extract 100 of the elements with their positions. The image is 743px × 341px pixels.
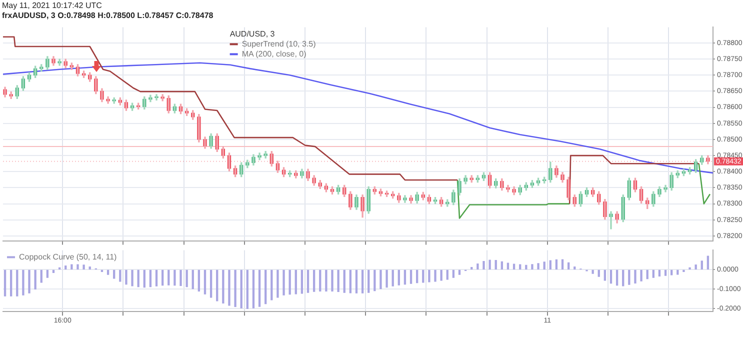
bar: [488, 260, 491, 270]
bar: [440, 270, 442, 281]
bar: [386, 270, 388, 288]
bar: [404, 270, 406, 285]
bar: [494, 260, 497, 270]
bar: [374, 270, 376, 292]
bar: [392, 270, 394, 286]
bar: [567, 262, 570, 270]
bar: [537, 263, 540, 270]
bar: [46, 270, 49, 278]
bar: [143, 270, 146, 288]
bar: [525, 264, 528, 270]
bar: [706, 256, 710, 270]
legend-label: SuperTrend (10, 3.5): [242, 39, 316, 48]
bar: [198, 270, 200, 292]
bar: [506, 262, 510, 270]
bar: [40, 270, 42, 283]
bar: [640, 270, 642, 282]
bar: [4, 270, 6, 296]
bar: [240, 270, 242, 308]
bar: [180, 270, 182, 286]
bar: [694, 264, 697, 270]
bar: [555, 259, 558, 270]
bar: [343, 270, 346, 293]
text: May 11, 2021 10:17:42 UTC: [2, 1, 102, 11]
bar: [610, 270, 612, 284]
bar: [113, 270, 116, 279]
bar: [131, 270, 134, 286]
bar: [216, 270, 218, 302]
legend-label: MA (200, close, 0): [242, 49, 307, 58]
bar: [325, 270, 328, 292]
bar: [125, 270, 128, 285]
bar: [270, 270, 273, 300]
bar: [276, 270, 279, 298]
bar: [106, 270, 110, 275]
bar: [319, 270, 322, 292]
bar: [500, 261, 503, 270]
bar: [76, 264, 79, 270]
bar: [543, 262, 546, 270]
bar: [82, 264, 85, 270]
chart-title: AUD/USD, 3: [230, 29, 276, 38]
bar: [434, 270, 436, 282]
bar: [664, 270, 667, 276]
bar: [264, 270, 267, 304]
bar: [428, 270, 430, 282]
bar: [174, 270, 176, 286]
bar: [531, 264, 534, 270]
bar: [410, 270, 412, 284]
bar: [34, 270, 36, 290]
bar: [416, 270, 418, 284]
bar: [312, 270, 316, 292]
bar: [592, 270, 594, 274]
bar: [458, 270, 461, 275]
bar: [300, 270, 304, 294]
bar: [476, 264, 479, 270]
bar: [119, 270, 122, 282]
bar: [70, 264, 73, 270]
bar: [616, 270, 618, 286]
bar: [598, 270, 600, 277]
chart-subtitle: frxAUDUSD, 3 O:0.78498 H:0.78500 L:0.78457 C:0.78478: [2, 11, 214, 21]
bar: [337, 270, 340, 292]
bar: [670, 270, 673, 276]
bar: [512, 264, 516, 270]
bar: [446, 270, 448, 280]
bar: [452, 270, 455, 278]
bar: [652, 270, 654, 278]
bar: [64, 265, 67, 270]
bar: [137, 270, 140, 288]
bar: [398, 270, 400, 286]
bar: [252, 270, 255, 308]
bar: [688, 267, 691, 270]
bar: [482, 260, 485, 270]
bar: [22, 270, 24, 296]
bar: [634, 270, 636, 284]
bar: [149, 270, 152, 288]
bar: [210, 270, 212, 298]
bar: [161, 270, 164, 286]
bar: [246, 270, 248, 310]
bar: [470, 267, 473, 270]
legend-label: Coppock Curve (50, 14, 11): [19, 252, 118, 262]
bar: [331, 270, 334, 292]
bar: [422, 270, 424, 283]
bar: [222, 270, 224, 304]
bar: [168, 270, 170, 286]
bar: [380, 270, 382, 290]
bar: [628, 270, 630, 285]
bar: [294, 270, 297, 294]
bar: [349, 270, 352, 294]
bar: [186, 270, 188, 288]
bar: [622, 270, 624, 286]
bar: [306, 270, 310, 293]
bar: [204, 270, 206, 294]
bar: [561, 259, 564, 270]
bar: [28, 270, 30, 294]
bar: [700, 260, 703, 270]
bar: [16, 270, 18, 296]
bar: [228, 270, 230, 306]
bar: [368, 270, 370, 293]
bar: [234, 270, 236, 308]
bar: [361, 270, 364, 294]
